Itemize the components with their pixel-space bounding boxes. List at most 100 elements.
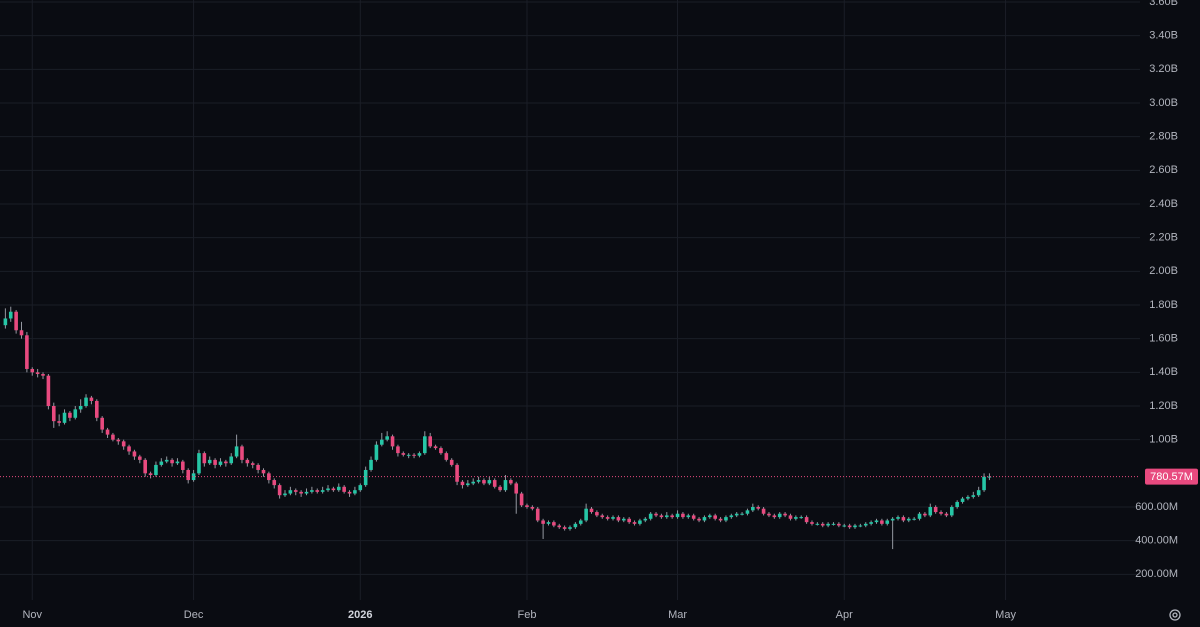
y-tick-label: 2.40B	[1149, 198, 1178, 210]
x-tick-label: May	[995, 609, 1016, 621]
candle-body	[299, 491, 303, 494]
candle-body	[643, 518, 648, 521]
candle-body	[159, 461, 164, 465]
candle-body	[933, 507, 938, 513]
candle-body	[148, 473, 153, 476]
candle-body	[78, 406, 83, 410]
candle-body	[175, 461, 180, 464]
candle-body	[896, 517, 900, 519]
candle-body	[369, 459, 373, 470]
candle-body	[767, 513, 771, 516]
y-tick-label: 1.40B	[1149, 366, 1178, 378]
candle-body	[595, 512, 599, 516]
candle-body	[272, 480, 277, 486]
candle-body	[729, 515, 734, 518]
settings-gear[interactable]	[1169, 609, 1181, 621]
x-tick-label: Feb	[517, 609, 536, 621]
candle-body	[670, 515, 674, 518]
candle-body	[880, 520, 884, 524]
candle-body	[734, 513, 739, 516]
candle-body	[982, 476, 986, 491]
candle-body	[164, 459, 169, 462]
candle-body	[858, 525, 863, 527]
candle-body	[654, 513, 658, 516]
candle-body	[976, 490, 981, 496]
candle-body	[541, 520, 545, 524]
candle-body	[41, 374, 45, 376]
y-tick-label: 3.00B	[1149, 97, 1178, 109]
candle-body	[740, 513, 744, 515]
candle-body	[966, 496, 970, 499]
candle-body	[686, 515, 691, 518]
candle-body	[616, 517, 621, 521]
candle-body	[181, 461, 185, 470]
candle-body	[917, 513, 922, 519]
candle-body	[794, 517, 798, 519]
candle-body	[261, 469, 266, 474]
candle-body	[111, 434, 115, 440]
candle-body	[277, 485, 282, 496]
candle-body	[761, 508, 766, 514]
candle-body	[84, 397, 88, 406]
candle-body	[315, 490, 320, 492]
candle-body	[949, 507, 954, 516]
candle-body	[627, 518, 631, 523]
candle-body	[912, 518, 916, 520]
y-tick-label: 2.80B	[1149, 131, 1178, 143]
y-tick-label: 400.00M	[1135, 535, 1178, 547]
candle-body	[229, 456, 234, 464]
candle-body	[519, 493, 524, 506]
candle-body	[288, 490, 293, 494]
candle-body	[960, 498, 965, 502]
candle-body	[552, 522, 556, 526]
candle-body	[724, 517, 728, 521]
candle-body	[906, 518, 911, 521]
x-tick-label: Mar	[668, 609, 687, 621]
candle-body	[605, 517, 610, 519]
candle-body	[417, 453, 422, 456]
x-tick-label: Apr	[836, 609, 853, 621]
candle-body	[439, 448, 443, 454]
y-tick-label: 1.20B	[1149, 400, 1178, 412]
candle-body	[283, 493, 287, 496]
candle-body	[116, 439, 121, 442]
candle-body	[19, 330, 24, 336]
candle-body	[105, 429, 110, 435]
candle-body	[718, 518, 723, 521]
candle-body	[675, 513, 680, 518]
candle-body	[379, 439, 384, 445]
candle-body	[514, 483, 519, 494]
candle-body	[353, 490, 357, 494]
candle-body	[939, 512, 943, 514]
candle-body	[396, 446, 400, 454]
candle-body	[589, 508, 594, 513]
candle-body	[492, 480, 497, 487]
candle-body	[804, 517, 809, 523]
candle-body	[207, 459, 212, 464]
candle-body	[197, 453, 201, 474]
candle-body	[584, 508, 588, 521]
candle-body	[568, 527, 572, 529]
candle-body	[3, 318, 8, 326]
candle-body	[772, 515, 777, 518]
candle-body	[708, 515, 712, 518]
candle-body	[310, 490, 314, 492]
candle-body	[73, 409, 78, 418]
candle-body	[423, 436, 427, 454]
x-tick-label: Nov	[22, 609, 42, 621]
candle-body	[783, 513, 787, 516]
candle-body	[535, 508, 540, 521]
candle-body	[336, 486, 341, 491]
candle-body	[245, 459, 250, 464]
settings-icon[interactable]	[1169, 609, 1181, 621]
candle-body	[191, 473, 196, 481]
candle-body	[659, 515, 664, 518]
candle-body	[756, 507, 761, 509]
candle-body	[487, 480, 492, 484]
candle-body	[186, 469, 191, 481]
candle-body	[358, 485, 363, 491]
settings-hub[interactable]	[1172, 612, 1178, 618]
candle-body	[869, 522, 873, 524]
candle-body	[202, 453, 207, 464]
